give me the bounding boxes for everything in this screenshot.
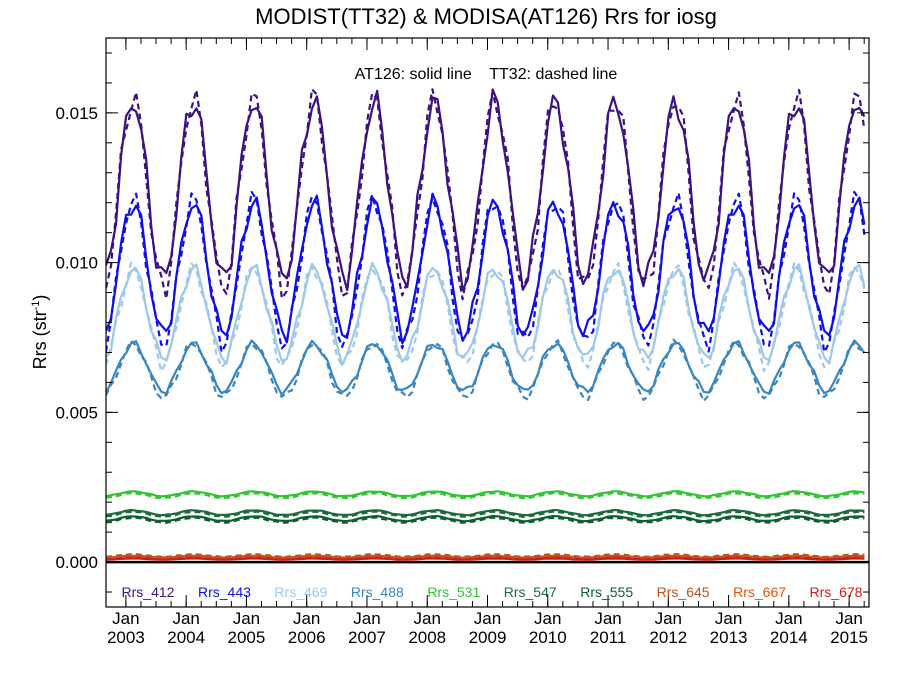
series-rrs-547-solid bbox=[106, 508, 865, 517]
x-tick-year: 2011 bbox=[590, 628, 627, 647]
x-tick-month: Jan bbox=[414, 609, 441, 628]
x-tick-year: 2014 bbox=[770, 628, 808, 647]
x-tick-month: Jan bbox=[353, 609, 380, 628]
x-tick-year: 2005 bbox=[228, 628, 266, 647]
series-rrs-555-dashed bbox=[106, 516, 865, 524]
x-tick-month: Jan bbox=[534, 609, 561, 628]
legend-item-rrs-443: Rrs_443 bbox=[198, 584, 251, 600]
legend-item-rrs-531: Rrs_531 bbox=[427, 584, 480, 600]
x-tick-year: 2004 bbox=[167, 628, 205, 647]
x-tick-year: 2003 bbox=[107, 628, 145, 647]
x-tick-month: Jan bbox=[474, 609, 501, 628]
series-rrs-443-dashed bbox=[106, 190, 866, 354]
legend-item-rrs-645: Rrs_645 bbox=[657, 584, 710, 600]
y-axis-label-close: ) bbox=[30, 295, 50, 301]
series-rrs-412-dashed bbox=[106, 88, 866, 301]
series-rrs-412-solid bbox=[106, 88, 866, 292]
y-tick-label: 0.005 bbox=[55, 403, 98, 422]
legend-item-rrs-547: Rrs_547 bbox=[504, 584, 557, 600]
line-style-annotation: AT126: solid line TT32: dashed line bbox=[355, 66, 618, 83]
x-tick-month: Jan bbox=[835, 609, 862, 628]
x-tick-year: 2015 bbox=[830, 628, 868, 647]
x-tick-month: Jan bbox=[655, 609, 682, 628]
x-tick-month: Jan bbox=[715, 609, 742, 628]
y-tick-label: 0.015 bbox=[55, 104, 98, 123]
legend-item-rrs-555: Rrs_555 bbox=[580, 584, 633, 600]
chart-title: MODIST(TT32) & MODISA(AT126) Rrs for ios… bbox=[255, 4, 717, 29]
y-axis-label-text: Rrs (str bbox=[30, 310, 50, 369]
series-rrs-555-solid bbox=[106, 514, 865, 523]
series-rrs-469-solid bbox=[106, 261, 866, 367]
axes: 0.0000.0050.0100.015Jan2003Jan2004Jan200… bbox=[55, 37, 870, 647]
y-axis-label-sup: -1 bbox=[30, 301, 42, 311]
plot-area bbox=[106, 88, 869, 564]
y-axis-label: Rrs (str-1) bbox=[30, 295, 50, 370]
series-rrs-531-dashed bbox=[106, 491, 865, 500]
series-rrs-678-dashed bbox=[106, 556, 865, 561]
x-tick-month: Jan bbox=[233, 609, 260, 628]
series-rrs-531-solid bbox=[106, 490, 865, 498]
x-tick-year: 2012 bbox=[649, 628, 687, 647]
x-tick-year: 2006 bbox=[288, 628, 326, 647]
y-tick-label: 0.000 bbox=[55, 553, 98, 572]
series-rrs-488-solid bbox=[106, 339, 866, 396]
series-rrs-645-dashed bbox=[106, 553, 865, 558]
x-tick-year: 2008 bbox=[408, 628, 446, 647]
x-tick-year: 2013 bbox=[710, 628, 748, 647]
series-rrs-547-dashed bbox=[106, 510, 865, 518]
series-rrs-443-solid bbox=[106, 192, 866, 345]
x-tick-month: Jan bbox=[775, 609, 802, 628]
x-tick-year: 2007 bbox=[348, 628, 386, 647]
x-tick-month: Jan bbox=[594, 609, 621, 628]
series-rrs-488-dashed bbox=[106, 338, 865, 403]
x-tick-year: 2010 bbox=[529, 628, 567, 647]
legend-item-rrs-469: Rrs_469 bbox=[274, 584, 327, 600]
x-tick-year: 2009 bbox=[469, 628, 507, 647]
legend-item-rrs-488: Rrs_488 bbox=[351, 584, 404, 600]
legend: Rrs_412 Rrs_443 Rrs_469 Rrs_488 Rrs_531 Rrs_5… bbox=[122, 584, 863, 600]
x-tick-month: Jan bbox=[172, 609, 199, 628]
y-tick-label: 0.010 bbox=[55, 254, 98, 273]
svg-text:Rrs (str-1): Rrs (str-1) bbox=[30, 295, 50, 370]
x-tick-month: Jan bbox=[293, 609, 320, 628]
legend-item-rrs-678: Rrs_678 bbox=[810, 584, 863, 600]
legend-item-rrs-667: Rrs_667 bbox=[733, 584, 786, 600]
x-tick-month: Jan bbox=[112, 609, 139, 628]
legend-item-rrs-412: Rrs_412 bbox=[122, 584, 175, 600]
